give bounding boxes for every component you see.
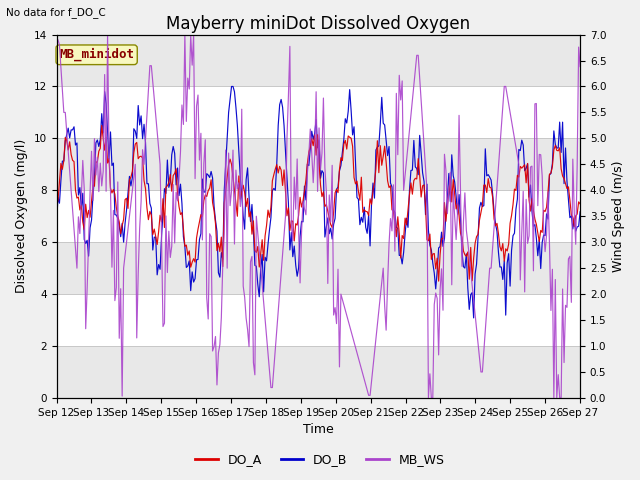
Bar — [56, 346, 580, 398]
X-axis label: Time: Time — [303, 423, 333, 436]
Legend: DO_A, DO_B, MB_WS: DO_A, DO_B, MB_WS — [190, 448, 450, 471]
Bar — [56, 35, 580, 86]
Y-axis label: Dissolved Oxygen (mg/l): Dissolved Oxygen (mg/l) — [15, 139, 28, 293]
Bar — [56, 242, 580, 294]
Text: MB_minidot: MB_minidot — [59, 48, 134, 61]
Y-axis label: Wind Speed (m/s): Wind Speed (m/s) — [612, 160, 625, 272]
Text: No data for f_DO_C: No data for f_DO_C — [6, 7, 106, 18]
Bar — [56, 138, 580, 190]
Title: Mayberry miniDot Dissolved Oxygen: Mayberry miniDot Dissolved Oxygen — [166, 15, 470, 33]
